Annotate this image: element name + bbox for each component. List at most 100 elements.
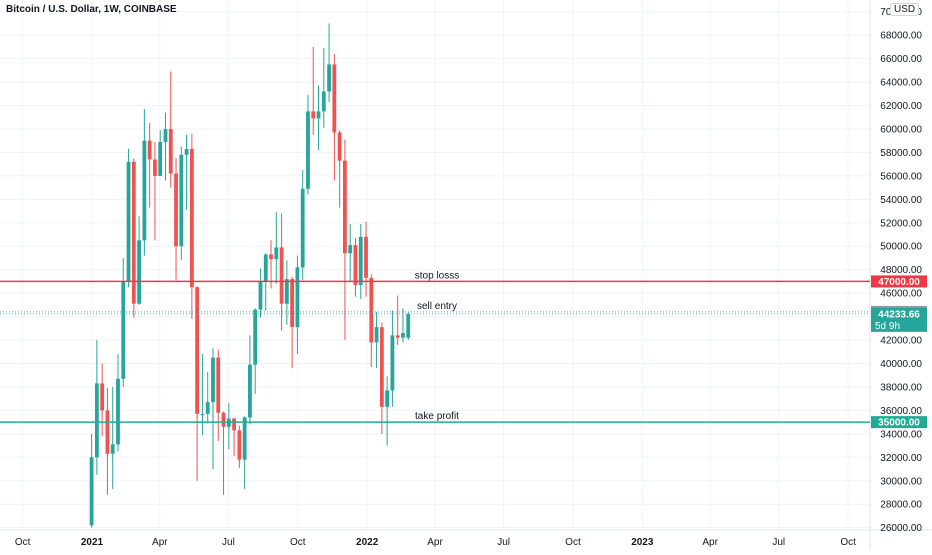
y-tick-label: 66000.00 [880, 54, 922, 65]
candle-body [290, 279, 295, 328]
candle [279, 213, 284, 331]
candle [94, 340, 99, 475]
candle [110, 386, 115, 489]
candle [121, 257, 126, 387]
candle-body [353, 245, 358, 285]
y-tick-label: 30000.00 [880, 476, 922, 487]
price-tag-bg [871, 275, 927, 288]
candle-body [163, 128, 168, 142]
candle-body [116, 378, 120, 445]
candle-body [279, 247, 284, 304]
candle [137, 215, 141, 305]
y-tick-label: 52000.00 [880, 218, 922, 229]
y-axis-labels: 26000.00 28000.00 30000.00 32000.00 34000.00… [880, 7, 922, 534]
candle-body [153, 159, 157, 176]
candle [311, 46, 316, 135]
candle-body [168, 128, 173, 174]
candle-body [258, 281, 263, 310]
candle [358, 223, 363, 300]
candle-body [105, 410, 110, 454]
candle [253, 308, 258, 394]
candle-body [269, 254, 273, 260]
candle [348, 223, 353, 282]
x-tick-label: Jul [222, 537, 235, 548]
last-price-value: 44233.66 [878, 309, 920, 320]
candle-body [158, 141, 163, 176]
price-tag-text: 47000.00 [878, 277, 920, 288]
candle-body [232, 418, 236, 431]
candle [284, 260, 289, 325]
candle-body [390, 335, 395, 391]
candle [374, 311, 379, 369]
x-tick-label: Oct [840, 537, 856, 548]
candle [163, 112, 168, 181]
candle [306, 94, 310, 195]
candle-body [147, 140, 152, 160]
candle-body [343, 160, 347, 254]
candle-body [94, 383, 99, 458]
candle [232, 417, 236, 457]
candle-body [110, 444, 115, 454]
candle-body [179, 154, 184, 247]
candle-body [311, 111, 316, 119]
y-tick-label: 62000.00 [880, 101, 922, 112]
candle [89, 433, 94, 528]
level-label: sell entry [417, 301, 457, 312]
candle-body [374, 327, 379, 343]
candle [189, 133, 194, 319]
candle-body [89, 457, 94, 526]
x-tick-label: Oct [565, 537, 581, 548]
candle [274, 212, 279, 284]
candle [406, 311, 411, 341]
x-tick-label: Jul [772, 537, 785, 548]
candle-body [126, 161, 131, 282]
candle-body [406, 313, 411, 338]
grid [0, 0, 870, 530]
candle-body [100, 383, 105, 411]
candle [327, 23, 331, 103]
candle-body [242, 417, 247, 460]
candle [105, 388, 110, 495]
candle [300, 170, 305, 281]
candle [295, 255, 300, 355]
candle [184, 134, 189, 210]
candle-body [364, 236, 368, 278]
candle-body [348, 245, 353, 254]
candle [158, 130, 163, 176]
candle [131, 158, 136, 318]
y-tick-label: 46000.00 [880, 289, 922, 300]
candle-body [248, 364, 252, 418]
candle [337, 130, 342, 208]
chart-title: Bitcoin / U.S. Dollar, 1W, COINBASE [6, 4, 177, 15]
x-tick-label: Apr [427, 537, 443, 548]
candle [258, 268, 263, 318]
candle [116, 354, 120, 452]
candle [211, 348, 215, 470]
x-tick-label: Jul [497, 537, 510, 548]
candle [364, 221, 368, 297]
candle-body [316, 111, 321, 119]
candle [237, 425, 242, 468]
candle [290, 276, 295, 369]
currency-badge[interactable]: USD [890, 3, 920, 16]
y-tick-label: 28000.00 [880, 500, 922, 511]
candle-body [369, 277, 374, 343]
x-tick-label: Apr [152, 537, 168, 548]
y-tick-label: 68000.00 [880, 31, 922, 42]
y-tick-label: 40000.00 [880, 359, 922, 370]
candle-body [131, 161, 136, 304]
candles [89, 23, 411, 528]
candle-body [306, 111, 310, 189]
candle-body [211, 357, 215, 403]
y-tick-label: 60000.00 [880, 124, 922, 135]
candle-body [379, 327, 384, 407]
y-tick-label: 34000.00 [880, 429, 922, 440]
y-tick-label: 58000.00 [880, 148, 922, 159]
candle [332, 53, 337, 181]
y-tick-label: 54000.00 [880, 195, 922, 206]
candle-body [274, 247, 279, 260]
candle-body [263, 254, 268, 282]
